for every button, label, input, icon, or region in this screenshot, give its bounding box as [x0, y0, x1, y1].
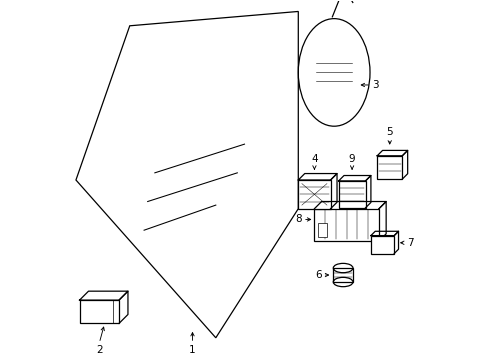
- Text: 3: 3: [372, 80, 378, 90]
- Bar: [370, 235, 393, 253]
- Text: 6: 6: [314, 270, 321, 280]
- Text: 8: 8: [295, 215, 301, 224]
- Bar: [376, 156, 402, 179]
- Bar: [80, 300, 119, 323]
- Text: 5: 5: [386, 127, 392, 137]
- Text: 7: 7: [406, 238, 413, 248]
- Bar: [333, 268, 352, 282]
- Text: 2: 2: [96, 345, 102, 355]
- Text: 9: 9: [348, 154, 355, 164]
- Text: 1: 1: [189, 345, 195, 355]
- Bar: [298, 180, 330, 209]
- Bar: [317, 223, 326, 237]
- Text: 4: 4: [310, 154, 317, 164]
- Bar: [314, 209, 378, 241]
- Bar: [338, 181, 365, 208]
